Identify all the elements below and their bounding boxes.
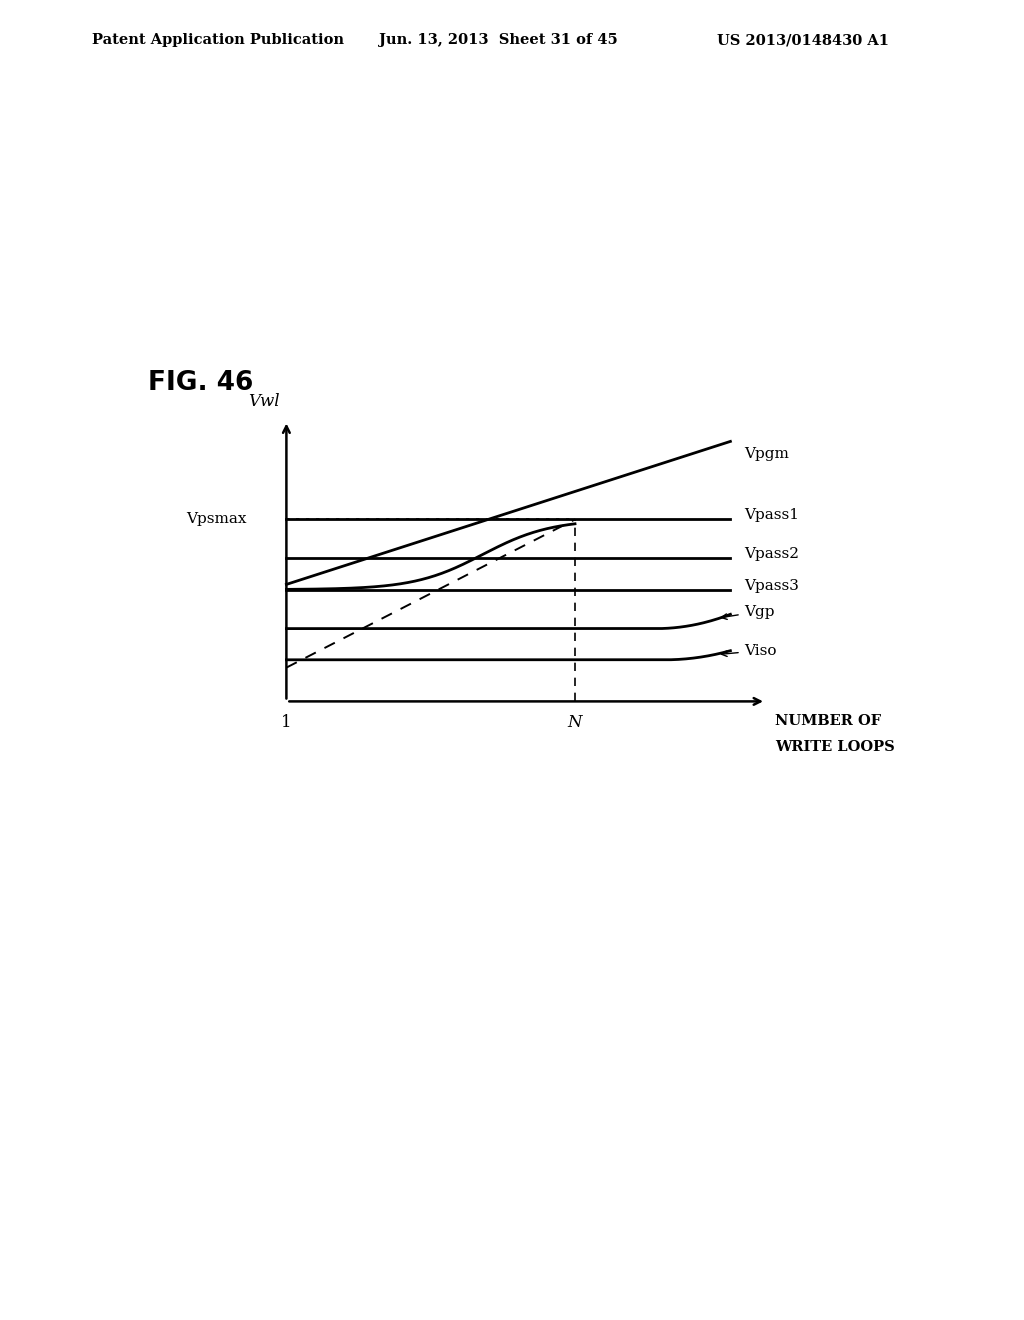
Text: 1: 1 bbox=[281, 714, 292, 731]
Text: Vpsmax: Vpsmax bbox=[186, 512, 247, 527]
Text: Vpass2: Vpass2 bbox=[743, 548, 799, 561]
Text: US 2013/0148430 A1: US 2013/0148430 A1 bbox=[717, 33, 889, 48]
Text: N: N bbox=[567, 714, 583, 731]
Text: Vpgm: Vpgm bbox=[743, 447, 788, 462]
Text: Vwl: Vwl bbox=[249, 393, 280, 411]
Text: Vpass1: Vpass1 bbox=[743, 508, 799, 523]
Text: FIG. 46: FIG. 46 bbox=[148, 370, 254, 396]
Text: Jun. 13, 2013  Sheet 31 of 45: Jun. 13, 2013 Sheet 31 of 45 bbox=[379, 33, 617, 48]
Text: WRITE LOOPS: WRITE LOOPS bbox=[775, 741, 895, 755]
Text: Viso: Viso bbox=[721, 644, 776, 657]
Text: Patent Application Publication: Patent Application Publication bbox=[92, 33, 344, 48]
Text: Vpass3: Vpass3 bbox=[743, 578, 799, 593]
Text: Vgp: Vgp bbox=[721, 605, 774, 619]
Text: NUMBER OF: NUMBER OF bbox=[775, 714, 881, 729]
